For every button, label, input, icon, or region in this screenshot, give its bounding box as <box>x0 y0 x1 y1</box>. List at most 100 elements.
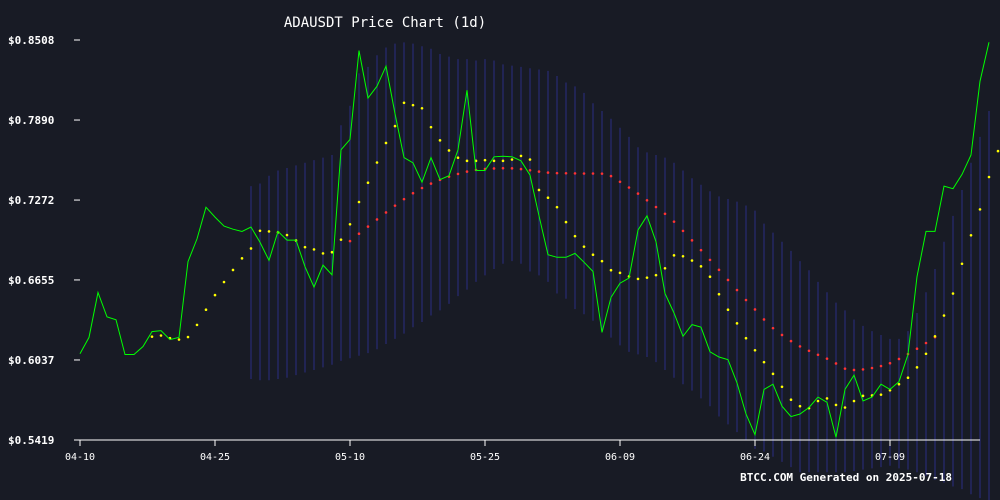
sar-dot <box>744 336 748 340</box>
sar-dot <box>816 399 820 403</box>
sar-dot <box>312 248 316 251</box>
sar-dot <box>582 245 586 248</box>
bollinger-bands <box>250 42 990 500</box>
sar-dot <box>933 334 937 338</box>
ma-dot <box>843 367 847 370</box>
ma-dot <box>780 333 784 337</box>
sar-dot <box>222 280 226 284</box>
sar-dot <box>555 205 559 209</box>
sar-dot <box>762 360 766 364</box>
y-tick-label: $0.6037 <box>8 354 54 367</box>
sar-dot <box>456 156 460 160</box>
ma-dot <box>798 345 802 348</box>
price-line-group <box>79 42 990 438</box>
sar-dot <box>879 393 883 396</box>
sar-dot <box>249 247 253 250</box>
sar-dot <box>195 323 199 327</box>
ma-dot <box>762 318 766 321</box>
sar-dot <box>438 139 442 142</box>
sar-dot <box>519 154 523 158</box>
ma-dot <box>636 192 640 195</box>
ma-dot <box>609 174 613 178</box>
sar-dot <box>186 335 190 339</box>
sar-dot <box>798 404 802 408</box>
sar-dot <box>942 314 946 317</box>
sar-dot <box>258 229 262 233</box>
sar-dot <box>834 403 838 407</box>
sar-dot <box>267 230 271 233</box>
sar-dot <box>609 268 613 272</box>
ma-dot <box>861 368 865 371</box>
ma-dot <box>348 239 352 243</box>
sar-dot <box>465 159 469 163</box>
sar-dot <box>501 159 505 163</box>
ma-dot <box>429 182 433 185</box>
x-tick-label: 06-09 <box>605 452 635 463</box>
sar-dot <box>726 308 730 312</box>
sar-dot <box>348 222 352 226</box>
ma-dot <box>690 239 694 242</box>
ma-dot <box>735 288 739 292</box>
sar-dot <box>978 208 982 211</box>
ma-dot <box>375 218 379 221</box>
ma-dot <box>411 191 415 195</box>
sar-dot <box>339 238 343 241</box>
y-axis-ticks: $0.8508 $0.7890 $0.7272 $0.6655 $0.6037 $0.54… <box>8 34 80 447</box>
sar-dot <box>960 262 964 266</box>
sar-dot <box>699 265 703 268</box>
sar-dot <box>285 233 289 237</box>
sar-dot <box>690 259 694 262</box>
sar-dot <box>987 175 991 179</box>
sar-dot <box>753 348 757 352</box>
sar-dot <box>897 382 901 386</box>
ma-dot <box>726 278 730 282</box>
ma-dot <box>384 211 388 214</box>
x-tick-label: 07-09 <box>875 452 905 463</box>
sar-dot <box>573 234 577 238</box>
sar-dot <box>717 292 721 296</box>
sar-dot <box>510 158 514 161</box>
x-tick-label: 04-10 <box>65 452 95 463</box>
sar-dot <box>852 399 856 403</box>
ma-dot <box>465 170 469 173</box>
ma-dot <box>420 186 424 190</box>
ma-dot <box>924 341 928 345</box>
sar-dot <box>735 322 739 325</box>
sar-dot <box>636 277 640 281</box>
y-tick-label: $0.8508 <box>8 34 54 47</box>
sar-dot <box>240 257 244 260</box>
x-tick-label: 06-24 <box>740 452 770 463</box>
ma-dot <box>888 361 892 365</box>
ma-dot <box>600 172 604 175</box>
ma-dot <box>870 366 874 370</box>
ma-dot <box>618 180 622 184</box>
sar-dot <box>906 376 910 380</box>
ma-dot <box>519 167 523 171</box>
sar-dot <box>618 271 622 275</box>
sar-dot <box>591 253 595 256</box>
ma-dot <box>753 308 757 311</box>
ma-dot <box>663 212 667 216</box>
sar-dot <box>825 397 829 400</box>
ma-dot <box>501 166 505 170</box>
sar-dot <box>645 276 649 279</box>
sar-dot <box>915 366 919 369</box>
ma-dot <box>807 349 811 353</box>
ma-dot <box>897 357 901 361</box>
sar-dot <box>780 385 784 389</box>
sar-dot <box>384 141 388 145</box>
ma-dot <box>357 232 361 236</box>
chart-title: ADAUSDT Price Chart (1d) <box>284 15 486 31</box>
ma-dot <box>393 204 397 207</box>
ma-dot <box>744 298 748 302</box>
y-tick-label: $0.7890 <box>8 114 54 127</box>
ma-dot <box>915 347 919 351</box>
footer-credit: BTCC.COM Generated on 2025-07-18 <box>740 471 952 484</box>
ma-dot <box>654 205 658 209</box>
price-line <box>79 42 990 438</box>
ma-dot <box>528 168 532 172</box>
ma-dot <box>645 199 649 202</box>
sar-dot <box>231 268 235 272</box>
sar-dot <box>429 125 433 129</box>
sar-dot <box>924 352 928 356</box>
